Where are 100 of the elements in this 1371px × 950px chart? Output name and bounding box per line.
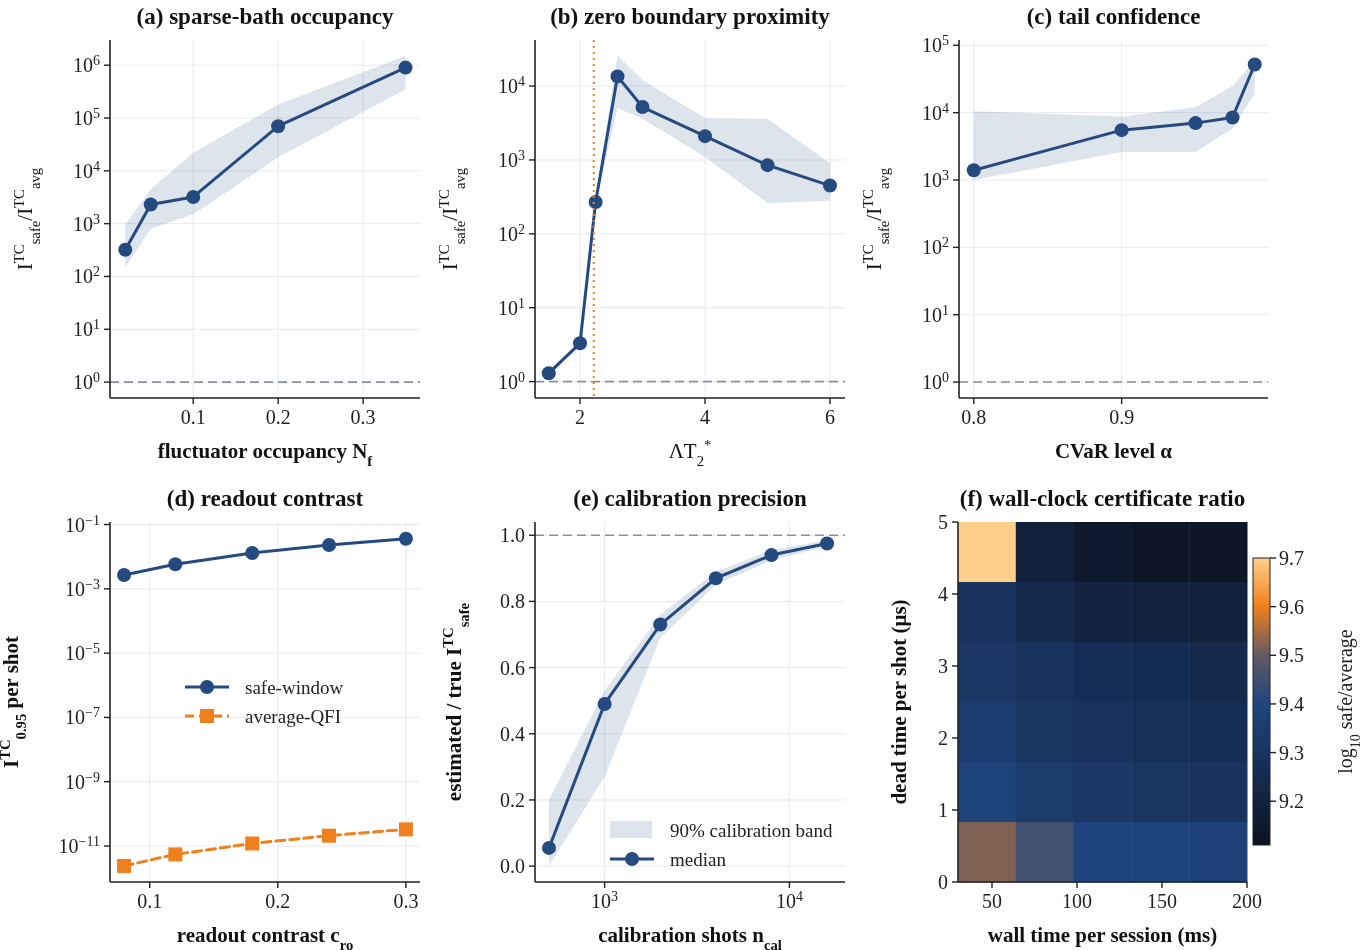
point (541, 366, 556, 381)
point (597, 696, 612, 711)
point (398, 531, 413, 546)
y-tick-label: 10$^{4}$ (498, 73, 525, 98)
y-tick-label: 10$^{2}$ (498, 221, 525, 245)
point (245, 836, 260, 851)
point (118, 242, 133, 257)
point (168, 557, 183, 572)
x-axis-title: fluctuator occupancy N$_{f}$ (157, 439, 374, 469)
y-tick-label: 10$^{6}$ (73, 52, 100, 77)
y-tick-label: 10$^{1}$ (922, 302, 949, 326)
point (1225, 110, 1240, 125)
y-tick-label: 10$^{1}$ (498, 295, 525, 319)
annotation: 90% calibration band (670, 820, 833, 841)
point (823, 178, 837, 193)
y-tick-label: 10$^{0}$ (73, 369, 100, 394)
point (760, 158, 775, 173)
y-tick-label: 0.4 (500, 722, 525, 745)
x-tick-label: 0.2 (265, 890, 291, 912)
y-tick-label: 10$^{−5}$ (65, 640, 100, 665)
x-axis-title: wall time per session (ms) (987, 923, 1218, 947)
y-tick-label: 10$^{3}$ (922, 167, 949, 192)
point (117, 858, 132, 873)
y-tick-label: 10$^{−11}$ (58, 833, 100, 858)
x-tick-label: 0.3 (350, 406, 376, 428)
point (271, 119, 286, 134)
y-axis-title: dead time per shot (μs) (887, 599, 911, 805)
point (635, 100, 650, 115)
x-tick-label: 0.3 (393, 890, 419, 912)
point (322, 828, 337, 843)
y-tick-label: 1.0 (500, 524, 525, 547)
x-axis-title: calibration shots n$_{cal}$ (598, 923, 782, 950)
legend-label: average-QFI (245, 706, 342, 727)
color-bar-label: 9.5 (1279, 644, 1304, 667)
y-tick-label: 10$^{5}$ (73, 105, 100, 130)
point (398, 822, 413, 837)
point (541, 840, 556, 855)
point (143, 197, 158, 212)
x-tick-label: 0.1 (180, 406, 206, 428)
point (653, 617, 668, 632)
x-tick-label: 50 (982, 890, 1002, 912)
x-tick-label: 200 (1232, 890, 1262, 912)
x-axis-title: readout contrast c$_{ro}$ (176, 923, 354, 950)
chart-title: (f) wall-clock certificate ratio (959, 486, 1246, 511)
color-bar-label: 9.2 (1279, 790, 1304, 813)
y-tick-label: 10$^{−1}$ (65, 512, 100, 536)
y-tick-label: 3 (938, 655, 948, 677)
x-tick-label: 10$^{3}$ (591, 888, 619, 912)
point (1188, 116, 1203, 131)
x-tick-label: 0.8 (961, 406, 987, 428)
color-bar-label: 9.6 (1279, 595, 1304, 618)
point (708, 571, 723, 586)
x-axis-title: CVaR level α (1054, 439, 1173, 463)
y-tick-label: 10$^{1}$ (73, 316, 100, 341)
chart-title: (a) sparse-bath occupancy (136, 4, 394, 29)
point (966, 163, 981, 178)
y-tick-label: 0.0 (500, 855, 525, 878)
y-tick-label: 1 (938, 799, 948, 821)
point (117, 567, 132, 582)
y-tick-label: 10$^{4}$ (922, 100, 949, 124)
chart-title: (c) tail confidence (1026, 4, 1201, 29)
x-tick-label: 0.9 (1109, 406, 1135, 428)
y-tick-label: 10$^{−9}$ (65, 769, 100, 793)
y-tick-label: 10$^{4}$ (73, 158, 100, 182)
point (588, 194, 603, 209)
x-tick-label: 4 (700, 406, 710, 428)
y-tick-label: 10$^{3}$ (498, 147, 525, 171)
point (245, 546, 260, 561)
point (698, 129, 712, 144)
point (186, 189, 201, 204)
point (168, 847, 183, 862)
y-tick-label: 10$^{2}$ (73, 263, 100, 288)
x-tick-label: 100 (1062, 890, 1092, 912)
legend-label: safe-window (245, 677, 344, 698)
point (1114, 123, 1129, 138)
point (1247, 57, 1262, 72)
chart-title: (e) calibration precision (573, 486, 807, 511)
color-bar-label: 9.7 (1279, 547, 1304, 569)
y-tick-label: 0 (938, 871, 948, 893)
color-bar-label: 9.3 (1279, 741, 1304, 764)
chart-title: (b) zero boundary proximity (550, 4, 831, 29)
x-tick-label: 0.2 (265, 406, 291, 428)
x-tick-label: 0.1 (137, 890, 163, 912)
x-tick-label: 10$^{4}$ (775, 888, 803, 912)
y-tick-label: 10$^{5}$ (922, 32, 949, 57)
y-tick-label: 10$^{2}$ (922, 234, 949, 259)
legend-label: median (670, 849, 727, 870)
point (573, 336, 587, 351)
color-bar-label: 9.4 (1279, 692, 1304, 715)
x-tick-label: 150 (1147, 890, 1177, 912)
y-tick-label: 4 (938, 583, 948, 605)
chart-title: (d) readout contrast (166, 486, 364, 511)
point (322, 538, 337, 553)
y-tick-label: 0.6 (500, 656, 525, 679)
x-tick-label: 6 (825, 406, 835, 428)
y-tick-label: 10$^{−3}$ (65, 576, 100, 600)
y-tick-label: 2 (938, 727, 948, 749)
y-tick-label: 10$^{0}$ (498, 369, 525, 393)
y-tick-label: 5 (938, 511, 948, 533)
x-tick-label: 2 (575, 406, 585, 428)
